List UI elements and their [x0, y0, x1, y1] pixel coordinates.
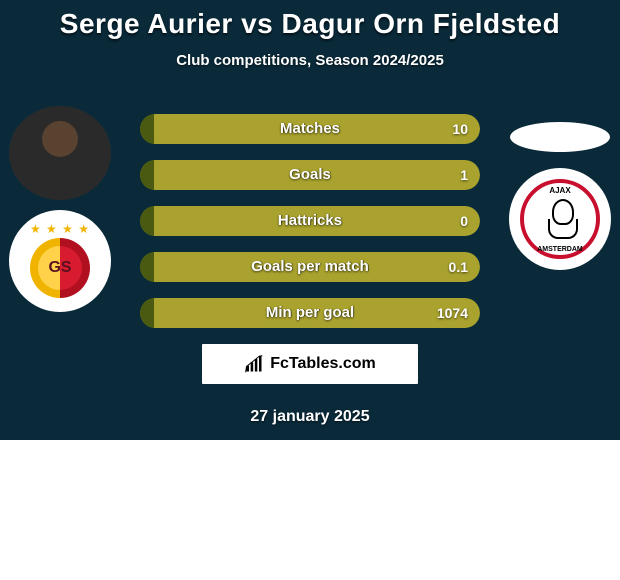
player-right-avatar [510, 122, 610, 152]
footer-logo-text: FcTables.com [270, 355, 376, 373]
page-title: Serge Aurier vs Dagur Orn Fjeldsted [0, 0, 620, 40]
content-area: ★ ★ ★ ★ GS AJAX AMSTERDAM [0, 98, 620, 358]
stat-bars: Matches 10 Goals 1 Hattricks 0 [140, 114, 480, 344]
player-right-club-logo: AJAX AMSTERDAM [509, 168, 611, 270]
club-badge-outer: GS [30, 238, 90, 298]
bar-label: Min per goal [140, 298, 480, 328]
player-left-club-logo: ★ ★ ★ ★ GS [9, 210, 111, 312]
bar-label: Matches [140, 114, 480, 144]
footer-date: 27 january 2025 [0, 408, 620, 426]
ajax-text-top: AJAX [524, 186, 596, 195]
galatasaray-logo: ★ ★ ★ ★ GS [25, 226, 95, 296]
footer-logo: FcTables.com [202, 344, 418, 384]
player-left-column: ★ ★ ★ ★ GS [0, 98, 120, 358]
stat-bar-goals: Goals 1 [140, 160, 480, 190]
comparison-card: Serge Aurier vs Dagur Orn Fjeldsted Club… [0, 0, 620, 440]
bar-chart-icon [244, 354, 264, 374]
bar-label: Goals [140, 160, 480, 190]
stat-bar-matches: Matches 10 [140, 114, 480, 144]
club-badge-inner: GS [38, 246, 82, 290]
bar-right-value: 1074 [437, 298, 468, 328]
bar-right-value: 0.1 [449, 252, 468, 282]
ajax-head-icon [542, 197, 578, 241]
bar-label: Hattricks [140, 206, 480, 236]
bar-right-value: 10 [452, 114, 468, 144]
stat-bar-hattricks: Hattricks 0 [140, 206, 480, 236]
bar-label: Goals per match [140, 252, 480, 282]
stat-bar-goals-per-match: Goals per match 0.1 [140, 252, 480, 282]
blank-area [0, 440, 620, 580]
club-stars-icon: ★ ★ ★ ★ [25, 222, 95, 236]
player-left-photo [9, 106, 111, 200]
bar-right-value: 0 [460, 206, 468, 236]
page-subtitle: Club competitions, Season 2024/2025 [0, 52, 620, 69]
ajax-text-bottom: AMSTERDAM [524, 246, 596, 253]
ajax-logo: AJAX AMSTERDAM [520, 179, 600, 259]
bar-right-value: 1 [460, 160, 468, 190]
player-right-column: AJAX AMSTERDAM [500, 98, 620, 358]
player-left-avatar [9, 106, 111, 200]
stat-bar-min-per-goal: Min per goal 1074 [140, 298, 480, 328]
